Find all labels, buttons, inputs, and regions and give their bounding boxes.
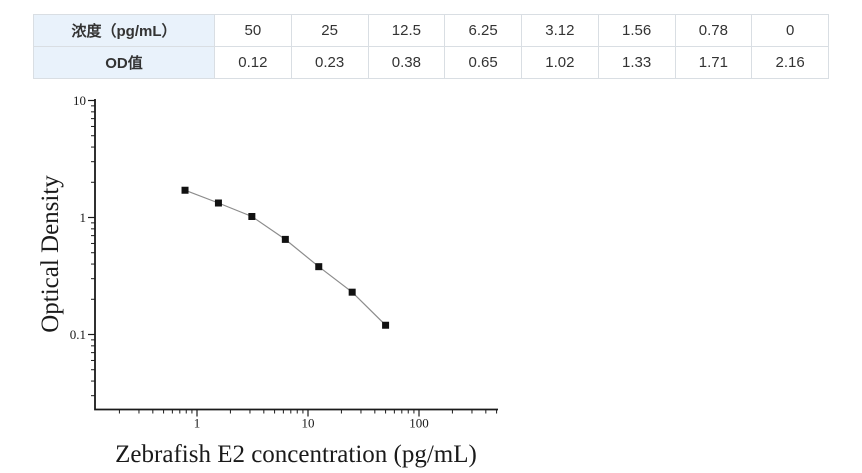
row-header-od: OD值 [33, 46, 215, 79]
standard-curve-table: 浓度（pg/mL） 50 25 12.5 6.25 3.12 1.56 0.78… [33, 14, 829, 79]
y-tick-label: 0.1 [70, 327, 86, 342]
table-cell: 1.71 [674, 46, 753, 79]
x-tick-label: 10 [302, 416, 315, 431]
x-tick-label: 1 [194, 416, 201, 431]
data-point-marker [382, 321, 390, 329]
data-point-marker [348, 288, 356, 296]
table-row-od: OD值 0.12 0.23 0.38 0.65 1.02 1.33 1.71 2… [33, 46, 829, 79]
table-cell: 1.02 [521, 46, 599, 79]
table-cell: 1.56 [597, 14, 676, 47]
series-line [184, 189, 387, 326]
data-point-marker [214, 199, 222, 207]
table-cell: 0.23 [290, 46, 369, 79]
data-point-marker [248, 212, 256, 220]
table-cell: 12.5 [367, 14, 446, 47]
standard-curve-chart: 10 1 0.1 1 10 100 Zebrafish E2 concentration (… [37, 93, 498, 468]
data-point-marker [315, 263, 323, 271]
page: 浓度（pg/mL） 50 25 12.5 6.25 3.12 1.56 0.78… [0, 14, 862, 468]
y-tick-label: 1 [80, 210, 87, 225]
table-cell: 0.38 [367, 46, 446, 79]
axis-frame [94, 99, 498, 411]
table-cell: 0.65 [444, 46, 522, 79]
table-cell: 0.12 [214, 46, 292, 79]
x-axis-title: Zebrafish E2 concentration (pg/mL) [115, 441, 477, 468]
row-header-concentration: 浓度（pg/mL） [33, 14, 215, 47]
table-cell: 1.33 [597, 46, 676, 79]
y-tick-label: 10 [73, 93, 86, 108]
table-cell: 50 [214, 14, 292, 47]
table-cell: 25 [290, 14, 369, 47]
data-point-marker [181, 186, 189, 194]
x-tick-label: 100 [409, 416, 429, 431]
data-point-marker [281, 235, 289, 243]
table-row-concentration: 浓度（pg/mL） 50 25 12.5 6.25 3.12 1.56 0.78… [33, 14, 829, 47]
y-axis-title: Optical Density [37, 175, 64, 333]
table-cell: 3.12 [521, 14, 599, 47]
table-cell: 0.78 [674, 14, 753, 47]
table-cell: 0 [751, 14, 829, 47]
table-cell: 2.16 [751, 46, 829, 79]
table-cell: 6.25 [444, 14, 522, 47]
